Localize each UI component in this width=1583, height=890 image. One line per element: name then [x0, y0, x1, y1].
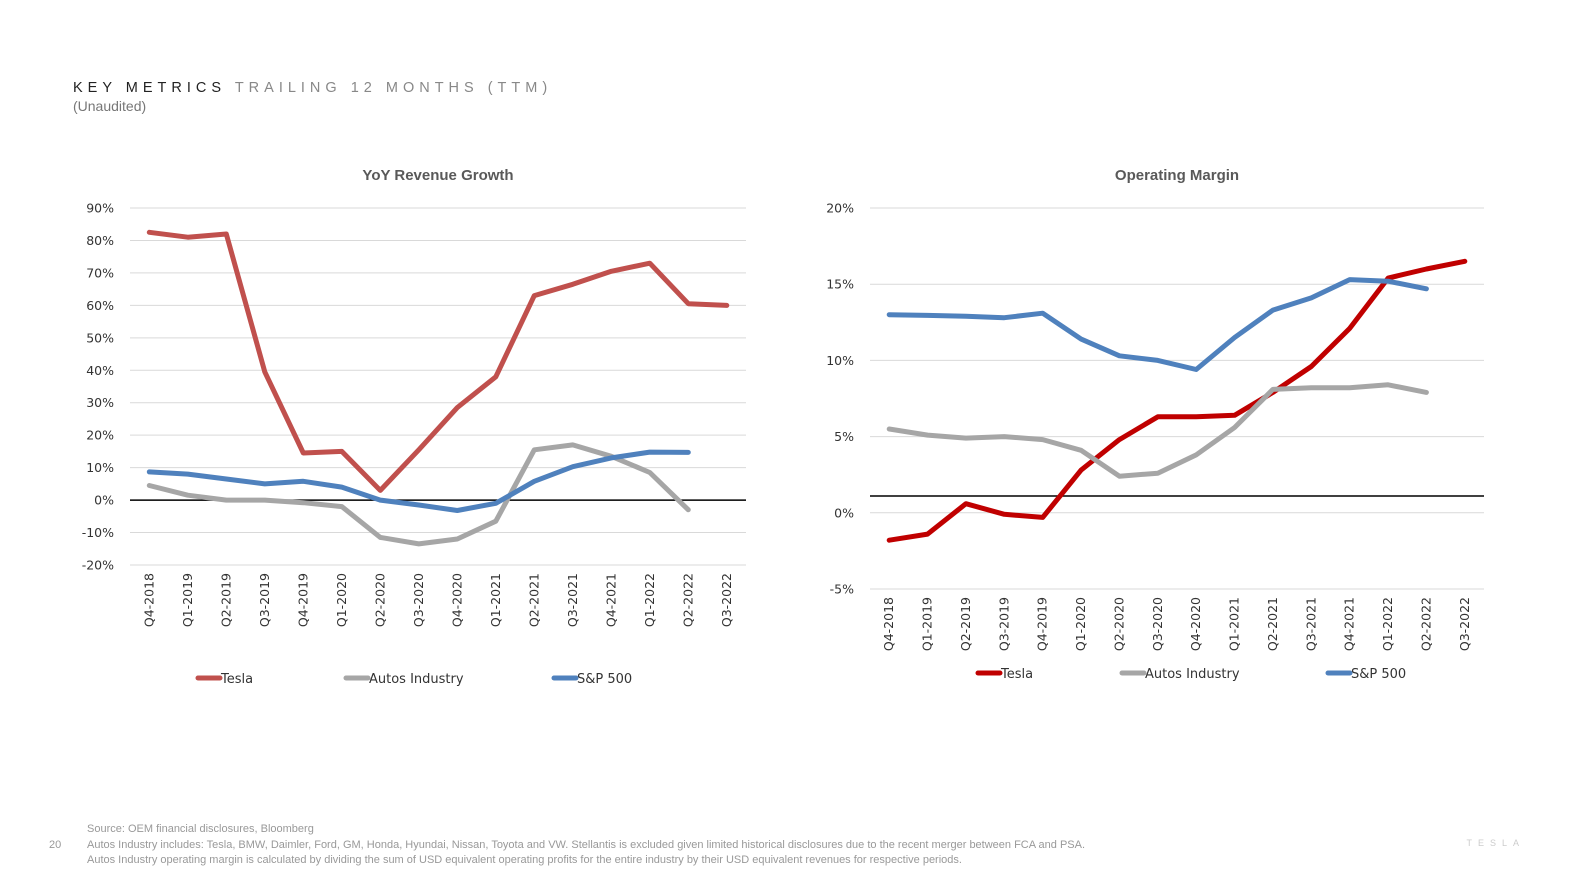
x-tick-label: Q2-2020 [1111, 597, 1126, 651]
x-tick-label: Q1-2019 [180, 573, 195, 627]
series-line-sp-500 [146, 449, 691, 513]
footnotes: Source: OEM financial disclosures, Bloom… [87, 822, 1085, 869]
series-line-tesla [146, 229, 730, 493]
x-tick-label: Q4-2021 [1342, 597, 1357, 651]
x-tick-label: Q2-2021 [1265, 597, 1280, 651]
x-tick-label: Q1-2019 [920, 597, 935, 651]
x-tick-label: Q1-2020 [334, 573, 349, 627]
series-line-sp-500 [886, 277, 1429, 372]
y-tick-label: 80% [86, 233, 114, 248]
y-tick-label: 0% [94, 493, 114, 508]
x-tick-label: Q4-2019 [1035, 597, 1050, 651]
x-tick-label: Q1-2020 [1073, 597, 1088, 651]
brand-logo: TESLA [1466, 838, 1525, 848]
x-tick-label: Q4-2021 [603, 573, 618, 627]
x-tick-label: Q2-2022 [1418, 597, 1433, 651]
y-tick-label: 50% [86, 330, 114, 345]
page-title-main: KEY METRICS [73, 80, 227, 96]
legend-item-tesla: Tesla [975, 667, 1033, 682]
x-tick-label: Q3-2019 [996, 597, 1011, 651]
x-tick-label: Q4-2019 [295, 573, 310, 627]
x-tick-label: Q1-2022 [642, 573, 657, 627]
legend-label: Tesla [220, 672, 253, 687]
y-tick-label: -20% [82, 558, 114, 573]
series-line-tesla [886, 258, 1468, 543]
page-header: KEY METRICS TRAILING 12 MONTHS (TTM) (Un… [73, 80, 552, 114]
operating-margin-chart: Operating Margin -5% 0% 5% 10% 15% 20% Q4-2018 Q… [810, 150, 1500, 710]
y-tick-label: 60% [86, 298, 114, 313]
legend-item-autos-industry: Autos Industry [343, 672, 464, 687]
legend-label: Autos Industry [1145, 667, 1240, 682]
x-tick-label: Q4-2018 [881, 597, 896, 651]
y-tick-label: 20% [826, 201, 854, 216]
legend-item-tesla: Tesla [195, 672, 253, 687]
y-tick-label: 90% [86, 201, 114, 216]
x-tick-label: Q4-2018 [141, 573, 156, 627]
legend-item-sp-500: S&P 500 [551, 672, 632, 687]
legend-item-autos-industry: Autos Industry [1119, 667, 1240, 682]
legend-label: Autos Industry [369, 672, 464, 687]
legend-item-sp-500: S&P 500 [1325, 667, 1406, 682]
y-tick-label: -5% [830, 582, 854, 597]
y-tick-label: 70% [86, 265, 114, 280]
x-tick-label: Q3-2020 [411, 573, 426, 627]
x-tick-label: Q1-2021 [488, 573, 503, 627]
chart-svg: YoY Revenue Growth -20% -10% 0% 10% 20% 30% 40%… [82, 167, 746, 687]
series-line-autos-industry [886, 382, 1429, 479]
y-tick-label: 10% [826, 353, 854, 368]
legend-label: Tesla [1000, 667, 1033, 682]
x-tick-label: Q4-2020 [449, 573, 464, 627]
y-tick-label: 5% [834, 429, 854, 444]
x-tick-label: Q4-2020 [1188, 597, 1203, 651]
y-tick-label: 30% [86, 395, 114, 410]
footnote-margin-method: Autos Industry operating margin is calcu… [87, 854, 962, 866]
y-tick-label: 10% [86, 460, 114, 475]
y-tick-label: 0% [834, 505, 854, 520]
x-tick-label: Q2-2019 [218, 573, 233, 627]
chart-title: YoY Revenue Growth [362, 167, 513, 184]
page-title-sub: TRAILING 12 MONTHS (TTM) [234, 80, 553, 96]
legend-label: S&P 500 [577, 672, 632, 687]
unaudited-note: (Unaudited) [73, 98, 147, 114]
x-tick-label: Q3-2020 [1150, 597, 1165, 651]
x-tick-label: Q1-2021 [1227, 597, 1242, 651]
legend-label: S&P 500 [1351, 667, 1406, 682]
footnote-source: Source: OEM financial disclosures, Bloom… [87, 823, 314, 835]
page-number: 20 [49, 839, 62, 851]
footnote-autos-definition: Autos Industry includes: Tesla, BMW, Dai… [87, 838, 1086, 851]
x-tick-label: Q2-2019 [958, 597, 973, 651]
chart-svg: Operating Margin -5% 0% 5% 10% 15% 20% Q4-2018 Q… [826, 167, 1484, 682]
x-tick-label: Q3-2021 [1303, 597, 1318, 651]
chart-title: Operating Margin [1115, 167, 1239, 184]
y-tick-label: 15% [826, 277, 854, 292]
x-tick-label: Q3-2021 [565, 573, 580, 627]
x-tick-label: Q3-2022 [1457, 597, 1472, 651]
series-line-autos-industry [146, 442, 691, 547]
y-tick-label: 20% [86, 428, 114, 443]
x-tick-label: Q3-2019 [257, 573, 272, 627]
page-title: KEY METRICS TRAILING 12 MONTHS (TTM) [73, 80, 552, 96]
x-tick-label: Q2-2022 [680, 573, 695, 627]
x-tick-label: Q2-2021 [526, 573, 541, 627]
x-tick-label: Q1-2022 [1380, 597, 1395, 651]
y-tick-label: 40% [86, 363, 114, 378]
x-tick-label: Q3-2022 [719, 573, 734, 627]
x-tick-label: Q2-2020 [372, 573, 387, 627]
revenue-growth-chart: YoY Revenue Growth -20% -10% 0% 10% 20% 30% 40%… [70, 150, 760, 710]
y-tick-label: -10% [82, 525, 114, 540]
